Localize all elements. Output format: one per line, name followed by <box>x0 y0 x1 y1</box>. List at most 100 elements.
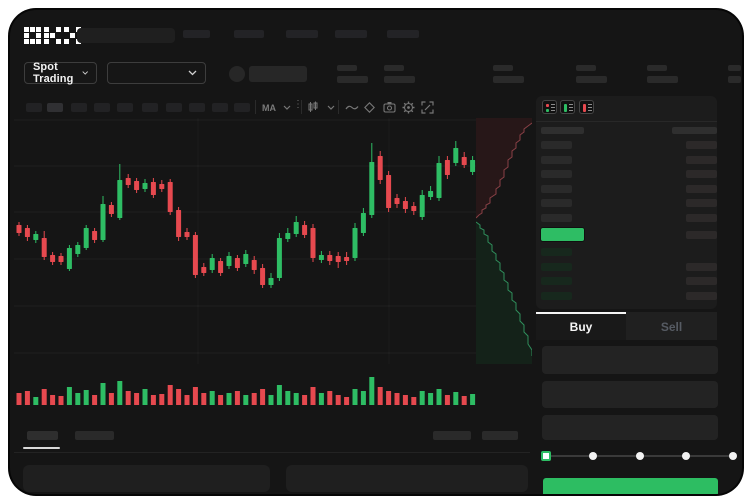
stat-value-placeholder <box>576 76 607 83</box>
book-bid-price-placeholder[interactable] <box>541 292 572 300</box>
volume-chart <box>16 377 476 405</box>
volume-bar <box>453 392 459 405</box>
volume-bar <box>159 394 165 405</box>
book-ask-amount-placeholder[interactable] <box>686 141 717 149</box>
candle <box>260 264 266 288</box>
more-dots-icon[interactable]: ⋮ <box>293 99 303 110</box>
nav-item-placeholder[interactable] <box>335 30 367 38</box>
slider-stop-dot[interactable] <box>635 452 644 460</box>
tab-buy[interactable]: Buy <box>536 312 626 340</box>
book-bid-price-placeholder[interactable] <box>541 263 572 271</box>
candle <box>327 251 333 265</box>
buy-submit-button[interactable] <box>543 478 718 494</box>
candle <box>293 216 299 237</box>
book-ask-price-placeholder[interactable] <box>541 141 572 149</box>
book-ask-amount-placeholder[interactable] <box>686 170 717 178</box>
slider-stop-dot[interactable] <box>682 452 691 460</box>
timeframe-button[interactable] <box>212 103 228 112</box>
candle <box>243 250 249 267</box>
candle-type-icon[interactable] <box>307 101 319 113</box>
volume-bar <box>344 397 350 405</box>
book-bid-amount-placeholder[interactable] <box>686 263 717 271</box>
nav-item-placeholder[interactable] <box>183 30 210 38</box>
timeframe-button[interactable] <box>142 103 158 112</box>
book-bid-amount-placeholder[interactable] <box>686 292 717 300</box>
candle <box>394 194 400 208</box>
volume-bar <box>318 393 324 405</box>
candle <box>369 143 375 218</box>
chevron-down-icon[interactable] <box>283 105 291 110</box>
slider-stop-dot[interactable] <box>729 452 737 460</box>
timeframe-button[interactable] <box>71 103 87 112</box>
price-input-placeholder[interactable] <box>542 346 718 374</box>
bottom-action-placeholder[interactable] <box>482 431 518 440</box>
bottom-tab-active-placeholder[interactable] <box>27 431 58 440</box>
book-ask-price-placeholder[interactable] <box>541 170 572 178</box>
nav-item-placeholder[interactable] <box>286 30 318 38</box>
divider <box>536 121 717 122</box>
volume-bar <box>125 391 131 405</box>
stat-value-placeholder <box>337 76 368 83</box>
tab-sell[interactable]: Sell <box>626 312 717 340</box>
settings-gear-icon[interactable] <box>402 101 415 114</box>
volume-bar <box>260 389 266 405</box>
volume-bar <box>33 397 39 405</box>
nav-item-placeholder[interactable] <box>387 30 419 38</box>
timeframe-button[interactable] <box>189 103 205 112</box>
book-bid-amount-placeholder[interactable] <box>686 277 717 285</box>
stat-label-placeholder <box>576 65 596 71</box>
fullscreen-icon[interactable] <box>421 101 434 114</box>
candle <box>335 252 341 268</box>
camera-icon[interactable] <box>383 101 396 113</box>
book-ask-price-placeholder[interactable] <box>541 156 572 164</box>
candle <box>360 208 366 236</box>
slider-handle[interactable] <box>541 451 551 461</box>
volume-bar <box>201 393 207 405</box>
search-input[interactable] <box>77 28 175 43</box>
bottom-tab-placeholder[interactable] <box>75 431 114 440</box>
candle <box>377 151 383 184</box>
book-ask-amount-placeholder[interactable] <box>686 156 717 164</box>
book-bid-price-placeholder[interactable] <box>541 277 572 285</box>
nav-item-placeholder[interactable] <box>234 30 264 38</box>
book-ask-price-placeholder[interactable] <box>541 185 572 193</box>
bottom-action-placeholder[interactable] <box>433 431 471 440</box>
book-ask-amount-placeholder[interactable] <box>686 185 717 193</box>
pair-selector-dropdown[interactable] <box>107 62 206 84</box>
stat-label-placeholder <box>337 65 357 71</box>
candle <box>352 223 358 261</box>
book-ask-amount-placeholder[interactable] <box>686 199 717 207</box>
okx-logo[interactable] <box>24 27 81 44</box>
divider <box>14 452 530 453</box>
slider-stop-dot[interactable] <box>588 452 597 460</box>
volume-bar <box>444 395 450 405</box>
timeframe-button[interactable] <box>94 103 110 112</box>
book-view-combined-icon[interactable] <box>542 100 557 114</box>
volume-bar <box>192 387 198 405</box>
ma-indicator-button[interactable]: MA <box>262 103 276 113</box>
bottom-panel-placeholder <box>286 465 528 492</box>
amount-input-placeholder[interactable] <box>542 381 718 408</box>
chevron-down-icon <box>81 71 88 75</box>
timeframe-button[interactable] <box>26 103 42 112</box>
book-view-bids-icon[interactable] <box>560 100 575 114</box>
volume-bar <box>209 391 215 405</box>
book-ask-amount-placeholder[interactable] <box>686 214 717 222</box>
volume-bar <box>66 387 72 405</box>
book-view-asks-icon[interactable] <box>579 100 594 114</box>
timeframe-button[interactable] <box>47 103 63 112</box>
total-input-placeholder[interactable] <box>542 415 718 440</box>
candle <box>428 186 434 200</box>
chevron-down-icon[interactable] <box>327 105 335 110</box>
timeframe-button[interactable] <box>166 103 182 112</box>
book-bid-price-placeholder[interactable] <box>541 248 572 256</box>
tag-icon[interactable] <box>363 101 376 114</box>
stat-value-placeholder <box>647 76 678 83</box>
chart-line-icon[interactable] <box>345 104 359 111</box>
book-ask-price-placeholder[interactable] <box>541 214 572 222</box>
candlestick-chart[interactable] <box>14 118 476 364</box>
timeframe-button[interactable] <box>234 103 250 112</box>
timeframe-button[interactable] <box>117 103 133 112</box>
book-ask-price-placeholder[interactable] <box>541 199 572 207</box>
market-type-dropdown[interactable]: Spot Trading <box>24 61 97 85</box>
